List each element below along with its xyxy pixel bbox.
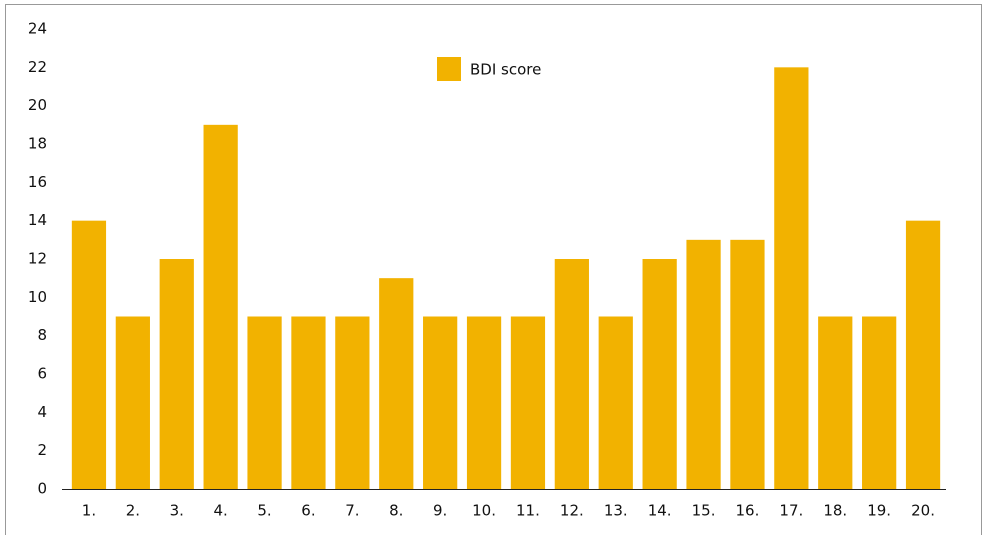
y-tick-label: 20 bbox=[28, 96, 47, 114]
bar bbox=[466, 316, 502, 489]
x-tick-label: 1. bbox=[82, 502, 96, 520]
y-tick-label: 14 bbox=[28, 211, 47, 229]
bar bbox=[510, 316, 546, 489]
bar bbox=[642, 259, 677, 489]
y-tick-label: 22 bbox=[28, 58, 47, 76]
x-tick-label: 8. bbox=[389, 502, 403, 520]
y-tick-label: 6 bbox=[37, 365, 47, 383]
y-tick-label: 12 bbox=[28, 250, 47, 268]
bar bbox=[554, 259, 589, 489]
x-tick-label: 5. bbox=[257, 502, 271, 520]
bar bbox=[730, 239, 765, 489]
bar bbox=[203, 124, 238, 489]
bar bbox=[686, 239, 721, 489]
x-tick-label: 13. bbox=[604, 502, 628, 520]
y-tick-label: 18 bbox=[28, 135, 47, 153]
x-tick-label: 10. bbox=[472, 502, 496, 520]
bar bbox=[862, 316, 897, 489]
y-tick-label: 2 bbox=[37, 441, 47, 459]
x-tick-label: 9. bbox=[433, 502, 447, 520]
y-tick-label: 0 bbox=[37, 480, 47, 498]
legend-swatch bbox=[437, 57, 461, 81]
x-tick-label: 2. bbox=[126, 502, 140, 520]
x-tick-label: 14. bbox=[648, 502, 672, 520]
bar bbox=[159, 259, 194, 489]
bar bbox=[774, 67, 809, 489]
x-tick-label: 16. bbox=[736, 502, 760, 520]
x-tick-label: 6. bbox=[301, 502, 315, 520]
bar bbox=[905, 220, 941, 489]
bar bbox=[598, 316, 633, 489]
x-tick-label: 19. bbox=[867, 502, 891, 520]
y-tick-label: 24 bbox=[28, 20, 47, 38]
frame bbox=[5, 4, 982, 535]
bar bbox=[818, 316, 853, 489]
x-tick-label: 12. bbox=[560, 502, 584, 520]
y-tick-label: 8 bbox=[37, 326, 47, 344]
bar bbox=[335, 316, 370, 489]
x-tick-label: 3. bbox=[170, 502, 184, 520]
x-tick-label: 20. bbox=[911, 502, 935, 520]
x-tick-label: 4. bbox=[213, 502, 227, 520]
y-tick-label: 10 bbox=[28, 288, 47, 306]
x-tick-label: 7. bbox=[345, 502, 359, 520]
legend-label: BDI score bbox=[470, 61, 541, 79]
x-tick-label: 15. bbox=[692, 502, 716, 520]
bar bbox=[71, 220, 107, 489]
y-tick-label: 16 bbox=[28, 173, 47, 191]
x-tick-label: 11. bbox=[516, 502, 540, 520]
bar bbox=[247, 316, 282, 489]
bar bbox=[379, 278, 414, 489]
y-tick-label: 4 bbox=[37, 403, 47, 421]
x-tick-label: 17. bbox=[779, 502, 803, 520]
x-tick-label: 18. bbox=[823, 502, 847, 520]
bar bbox=[291, 316, 326, 489]
bar bbox=[115, 316, 150, 489]
bar bbox=[423, 316, 458, 489]
